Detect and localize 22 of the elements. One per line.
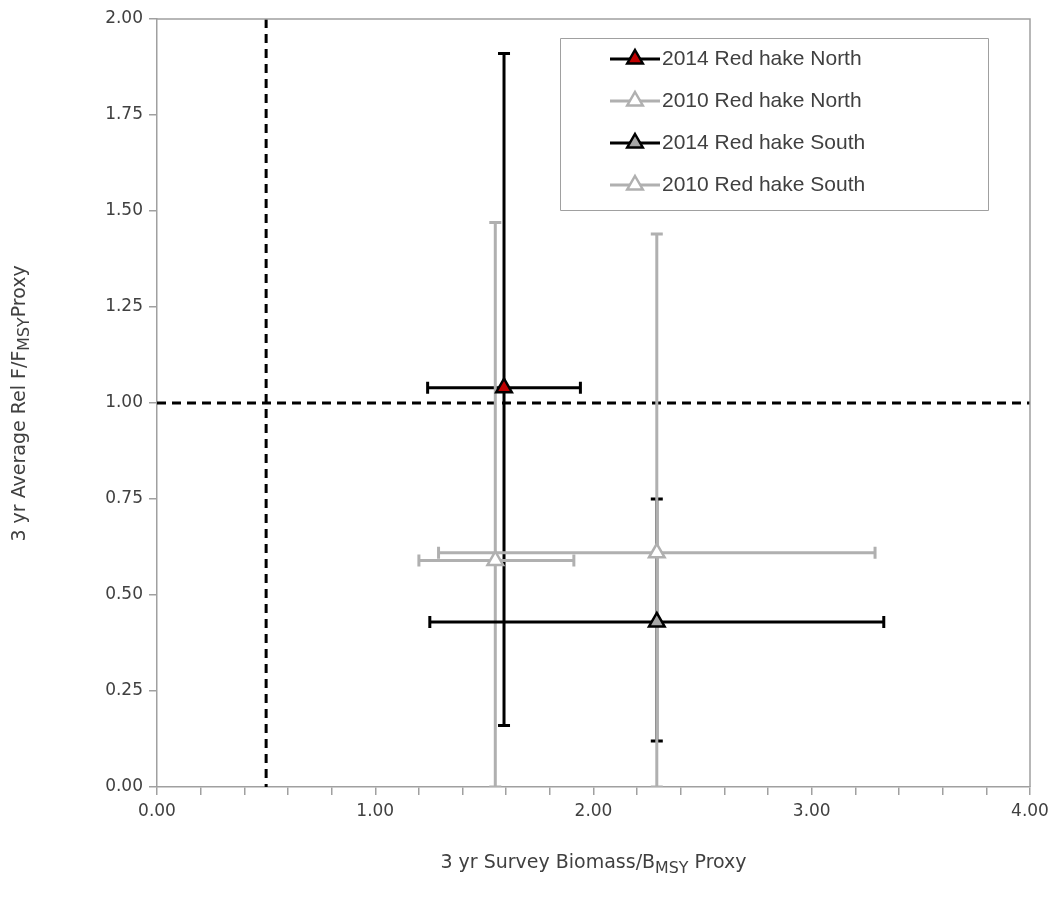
x-tick-label: 1.00 (356, 799, 395, 820)
y-tick-label: 0.75 (105, 487, 143, 508)
point (494, 377, 514, 394)
y-tick-label: 1.00 (105, 391, 143, 412)
legend-label: 2010 Red hake South (662, 171, 866, 195)
y-tick-label: 0.50 (105, 583, 143, 604)
y-tick-label: 1.75 (105, 103, 143, 124)
legend-label: 2014 Red hake North (662, 45, 862, 69)
y-tick-label: 0.00 (105, 775, 143, 796)
x-tick-label: 2.00 (574, 799, 613, 820)
x-tick-label: 4.00 (1011, 799, 1049, 820)
y-tick-label: 0.25 (105, 679, 143, 700)
x-tick-label: 3.00 (792, 799, 831, 820)
legend-label: 2014 Red hake South (662, 129, 866, 153)
y-tick-label: 1.25 (105, 295, 143, 316)
y-tick-label: 1.50 (105, 199, 143, 220)
x-tick-label: 0.00 (138, 799, 176, 820)
y-tick-label: 2.00 (105, 7, 143, 28)
legend-label: 2010 Red hake North (662, 87, 862, 111)
x-axis-title: 3 yr Survey Biomass/B$_{MSY}$ Proxy (439, 850, 748, 877)
point (647, 542, 666, 559)
point (647, 611, 666, 628)
